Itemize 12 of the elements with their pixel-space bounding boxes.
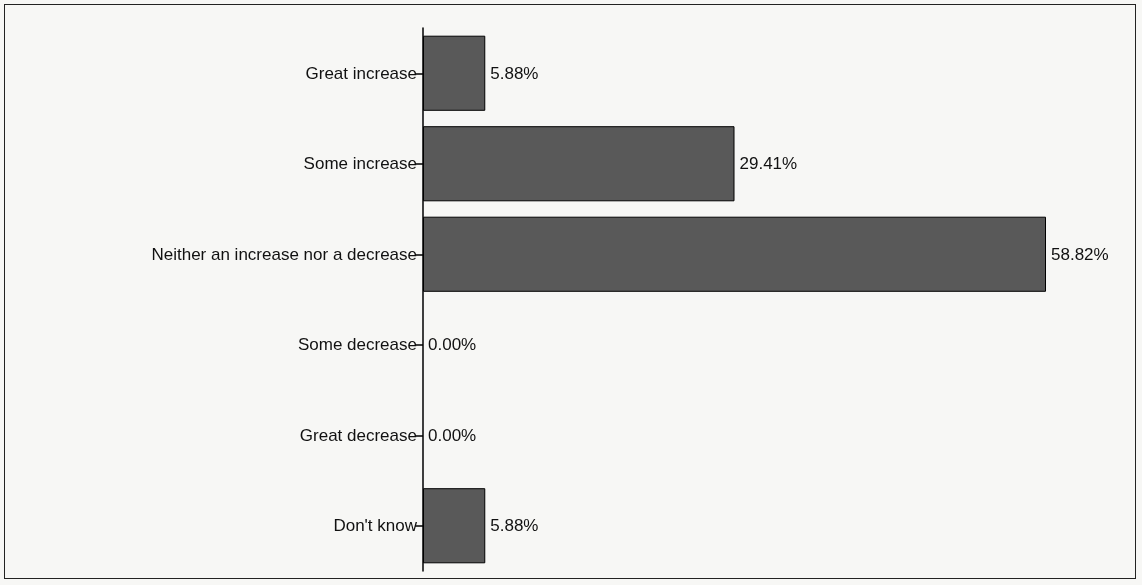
y-tick-label: Neither an increase nor a decrease [151, 244, 417, 264]
data-label: 0.00% [428, 425, 477, 445]
y-tick-label: Some decrease [297, 335, 417, 355]
y-tick-label: Some increase [303, 154, 417, 174]
data-label: 5.88% [490, 63, 539, 83]
y-tick-label: Great increase [305, 63, 417, 83]
data-label: 29.41% [739, 154, 798, 174]
data-label: 58.82% [1051, 244, 1109, 264]
data-label: 5.88% [490, 516, 539, 536]
data-label: 0.00% [428, 335, 477, 355]
y-tick-label: Great decrease [299, 425, 417, 445]
y-tick-label: Don't know [333, 516, 418, 536]
